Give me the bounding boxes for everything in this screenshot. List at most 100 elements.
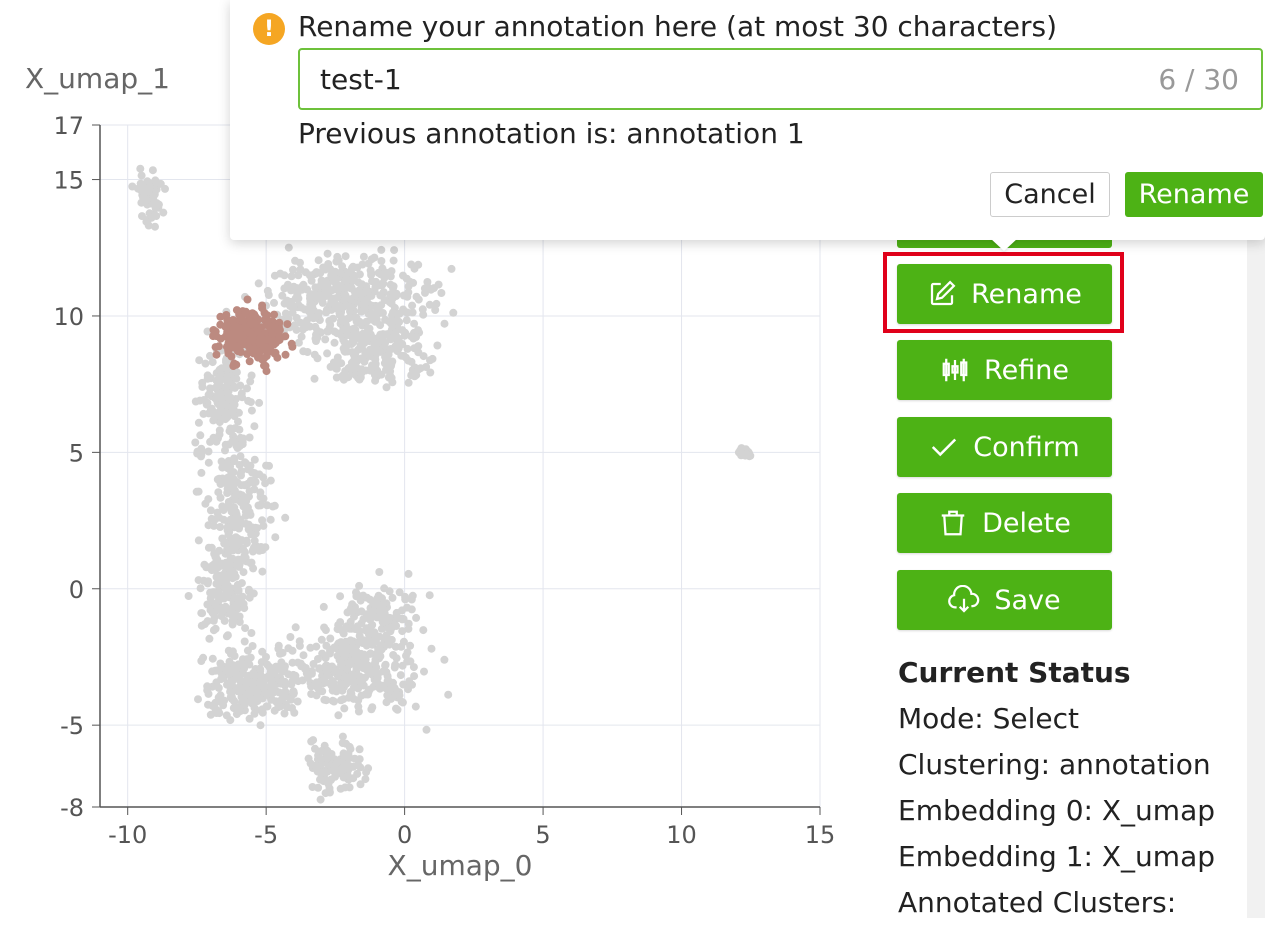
data-point [220,696,229,705]
data-point [228,554,237,563]
data-point [387,360,396,369]
data-point [211,515,220,524]
data-point [217,364,226,373]
rename-button[interactable]: Rename [897,264,1112,324]
confirm-button[interactable]: Confirm [897,417,1112,477]
data-point [430,284,438,293]
status-heading: Current Status [898,656,1131,689]
data-point [245,593,254,602]
data-point [204,521,213,530]
data-point [349,672,358,681]
data-point [291,623,300,632]
data-point [375,568,384,576]
data-point [255,546,264,555]
data-point [398,615,407,624]
data-point [270,298,278,307]
data-point [280,688,289,697]
popover-cancel-button[interactable]: Cancel [990,172,1110,217]
data-point [422,725,431,734]
data-point [360,305,369,314]
data-point [240,481,249,490]
data-point [414,326,422,335]
data-point [291,674,300,682]
data-point [289,689,298,698]
data-point [265,662,274,671]
annotation-name-input[interactable] [320,50,1120,108]
data-point [428,354,437,363]
data-point [259,521,268,530]
data-point [368,349,377,358]
data-point [278,291,287,300]
data-point [306,643,315,652]
selected-point [275,332,284,341]
data-point [326,634,335,643]
data-point [221,571,230,580]
data-point [274,641,283,650]
data-point [332,364,340,373]
data-point [256,721,265,730]
data-point [440,655,449,664]
selected-point [287,339,296,348]
data-point [334,711,343,720]
data-point [136,164,145,173]
popover-arrow [990,238,1018,251]
data-point [411,702,420,711]
character-count: 6 / 30 [1158,63,1239,96]
data-point [236,452,245,461]
umap-scatter-plot[interactable]: -10 -5 0 5 10 15 17 15 10 5 0 -5 -8 X_umap_0 X_umap… [0,0,880,918]
data-point [250,455,259,464]
data-point [303,348,312,356]
data-point [192,487,201,496]
data-point [204,447,213,456]
data-point [319,281,328,290]
data-point [323,665,332,674]
selected-point [283,320,292,329]
data-point [204,543,213,552]
data-point [159,208,168,217]
refine-button[interactable]: Refine [897,340,1112,400]
data-point [223,377,232,386]
data-point [313,326,322,335]
data-point [308,302,317,311]
data-point [330,327,339,336]
data-point [389,308,397,317]
data-point [151,222,159,231]
annotation-name-field[interactable]: 6 / 30 [298,48,1263,110]
data-point [318,649,327,658]
popover-rename-button[interactable]: Rename [1125,172,1263,217]
data-point [396,671,405,680]
data-point [342,274,351,283]
data-point [387,319,396,328]
selected-point [245,357,254,366]
data-point [371,376,380,385]
status-mode: Mode: Select [898,702,1080,735]
data-point [414,365,423,374]
data-point [284,670,293,679]
selected-point [209,332,218,341]
data-point [347,303,356,312]
data-point [366,649,375,658]
data-point [373,304,382,313]
data-point [310,350,319,359]
data-point [355,270,364,279]
data-point [383,676,392,685]
y-tick-label: 10 [53,303,84,331]
data-point [261,543,270,552]
data-point [410,319,419,328]
data-point [342,679,351,688]
data-point [402,274,411,283]
selected-point [232,326,241,335]
data-point [420,667,428,676]
data-point [266,515,275,524]
data-point [233,561,242,570]
save-button[interactable]: Save [897,570,1112,630]
selected-point [246,336,255,345]
data-point [432,299,441,308]
data-point [203,327,212,336]
data-point [382,631,391,640]
data-point [253,695,262,704]
data-point [364,259,373,268]
delete-button[interactable]: Delete [897,493,1112,553]
y-tick-label: 0 [69,576,84,604]
data-point [350,754,359,763]
